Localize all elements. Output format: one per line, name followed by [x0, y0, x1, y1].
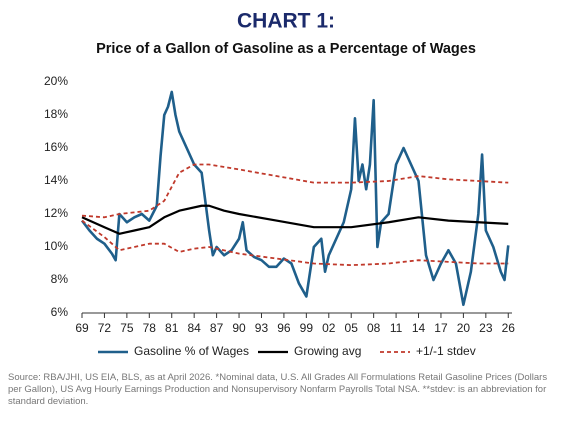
series-line — [81, 219, 509, 267]
source-note: Source: RBA/JHI, US EIA, BLS, as at Apri… — [8, 372, 548, 407]
chart: CHART 1: Price of a Gallon of Gasoline a… — [44, 10, 516, 359]
series-line — [80, 90, 510, 307]
y-tick-label: 12% — [44, 206, 68, 220]
series-line — [81, 163, 509, 219]
x-tick-label: 05 — [345, 321, 359, 335]
x-tick-label: 14 — [412, 321, 426, 335]
chart-subtitle: Price of a Gallon of Gasoline as a Perce… — [96, 41, 476, 57]
x-tick-label: 02 — [322, 321, 336, 335]
legend-label: Gasoline % of Wages — [134, 344, 249, 358]
x-tick-label: 90 — [232, 321, 246, 335]
x-tick-label: 20 — [457, 321, 471, 335]
y-tick-label: 16% — [44, 140, 68, 154]
y-tick-label: 6% — [51, 305, 69, 319]
x-tick-label: 17 — [434, 321, 448, 335]
x-tick-label: 93 — [255, 321, 269, 335]
x-tick-label: 75 — [120, 321, 134, 335]
x-tick-label: 84 — [187, 321, 201, 335]
x-tick-label: 23 — [479, 321, 493, 335]
y-tick-label: 14% — [44, 173, 68, 187]
x-tick-label: 26 — [502, 321, 516, 335]
x-tick-label: 08 — [367, 321, 381, 335]
y-tick-label: 8% — [51, 272, 69, 286]
y-tick-label: 20% — [44, 74, 68, 88]
x-tick-label: 87 — [210, 321, 224, 335]
x-tick-label: 72 — [98, 321, 112, 335]
x-tick-label: 96 — [277, 321, 291, 335]
legend-label: Growing avg — [294, 344, 361, 358]
y-tick-label: 10% — [44, 239, 68, 253]
chart-title: CHART 1: — [237, 10, 335, 33]
x-tick-label: 11 — [390, 321, 403, 335]
x-tick-label: 78 — [143, 321, 157, 335]
series-line — [81, 204, 509, 235]
legend-label: +1/-1 stdev — [416, 344, 476, 358]
x-tick-label: 99 — [300, 321, 314, 335]
x-tick-label: 69 — [75, 321, 89, 335]
x-tick-label: 81 — [165, 321, 179, 335]
y-tick-label: 18% — [44, 107, 68, 121]
